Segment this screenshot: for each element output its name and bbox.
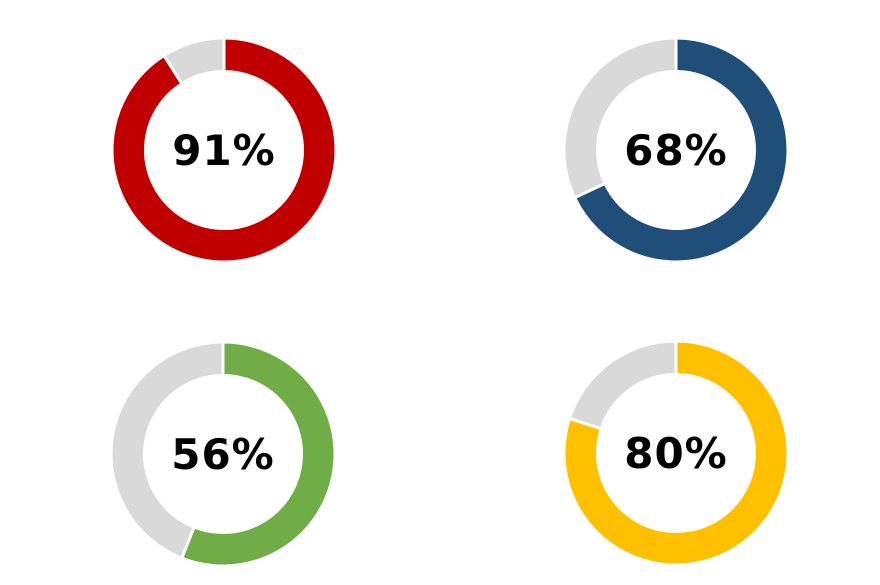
donut-ring-bottom-left: [109, 340, 337, 568]
donut-chart-top-left: 91%: [109, 35, 339, 265]
donut-chart-top-right: 68%: [561, 35, 791, 265]
donut-ring-bottom-right: [562, 339, 790, 567]
donut-chart-bottom-left: 56%: [108, 339, 338, 569]
donut-chart-bottom-right: 80%: [561, 338, 791, 568]
donut-ring-top-left: [110, 36, 338, 264]
donut-ring-top-right: [562, 36, 790, 264]
